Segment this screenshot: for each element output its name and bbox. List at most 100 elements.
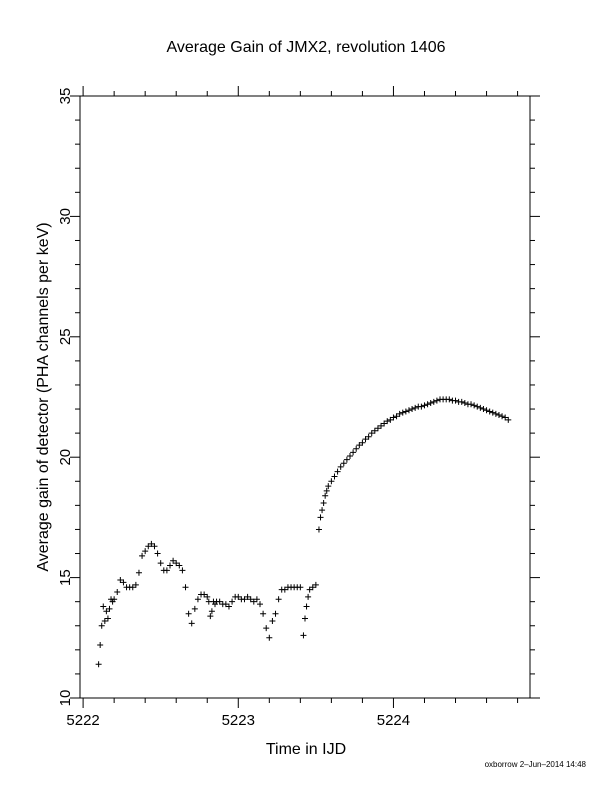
data-point	[204, 593, 211, 600]
data-point	[350, 449, 357, 456]
data-point	[378, 422, 385, 429]
data-point	[306, 586, 313, 593]
data-point	[347, 452, 353, 459]
data-point	[241, 596, 248, 603]
data-point	[384, 418, 391, 425]
data-point	[468, 401, 475, 408]
data-point	[309, 584, 316, 591]
data-point	[188, 620, 195, 627]
data-point	[362, 436, 369, 443]
data-point	[433, 397, 440, 404]
data-point	[502, 414, 509, 421]
y-tick-label: 30	[57, 208, 74, 225]
data-point	[106, 605, 113, 612]
axis-ticks	[70, 86, 540, 708]
data-point	[322, 492, 329, 499]
data-points	[95, 396, 512, 668]
data-point	[396, 410, 403, 417]
data-point	[312, 581, 319, 588]
y-tick-label: 10	[57, 690, 74, 707]
y-tick-label: 15	[57, 569, 74, 586]
data-point	[458, 398, 465, 405]
x-tick-label: 5222	[66, 712, 99, 729]
data-point	[305, 593, 312, 600]
data-point	[250, 598, 257, 605]
data-point	[100, 603, 107, 610]
data-point	[409, 406, 416, 413]
y-tick-label: 25	[57, 328, 74, 345]
data-point	[340, 460, 347, 467]
data-point	[148, 540, 155, 547]
data-point	[303, 603, 310, 610]
data-point	[505, 416, 512, 423]
plot-frame	[79, 95, 531, 699]
data-point	[173, 560, 180, 567]
data-point	[319, 507, 326, 514]
data-point	[452, 397, 459, 404]
data-point	[260, 610, 267, 617]
data-point	[154, 550, 161, 557]
data-point	[474, 403, 481, 410]
data-point	[402, 408, 409, 415]
data-point	[132, 581, 139, 588]
data-point	[405, 407, 412, 414]
data-point	[225, 603, 232, 610]
data-point	[486, 408, 493, 415]
data-point	[129, 584, 136, 591]
data-point	[368, 430, 375, 437]
data-point	[207, 613, 214, 620]
data-point	[142, 548, 149, 555]
x-axis-label: Time in IJD	[266, 741, 346, 758]
data-point	[323, 487, 330, 494]
x-tick-label: 5223	[222, 712, 255, 729]
data-point	[257, 601, 263, 608]
data-point	[461, 400, 468, 407]
data-point	[393, 413, 400, 420]
y-tick-label: 35	[57, 88, 74, 105]
data-point	[315, 526, 322, 533]
data-point	[157, 560, 164, 567]
data-point	[343, 456, 350, 463]
data-point	[216, 598, 223, 605]
data-point	[104, 615, 111, 622]
data-point	[167, 562, 173, 569]
data-point	[489, 409, 496, 416]
data-point	[374, 425, 381, 432]
data-point	[176, 562, 183, 569]
data-point	[163, 567, 170, 574]
data-point	[222, 601, 229, 608]
data-point	[229, 598, 236, 605]
data-point	[390, 414, 397, 421]
data-point	[235, 593, 242, 600]
data-point	[471, 402, 478, 409]
data-point	[281, 586, 288, 593]
data-point	[244, 593, 251, 600]
data-point	[399, 409, 406, 416]
data-point	[269, 617, 276, 624]
data-point	[194, 596, 201, 603]
data-point	[135, 569, 142, 576]
data-point	[424, 401, 431, 408]
data-point	[103, 608, 110, 615]
chart-title: Average Gain of JMX2, revolution 1406	[167, 39, 446, 56]
data-point	[359, 439, 366, 446]
data-point	[328, 478, 335, 485]
data-point	[98, 622, 105, 629]
data-point	[483, 407, 490, 414]
data-point	[272, 610, 279, 617]
data-point	[201, 591, 208, 598]
data-point	[430, 398, 437, 405]
data-point	[179, 567, 186, 574]
data-point	[418, 403, 425, 410]
data-point	[353, 445, 360, 452]
data-point	[208, 608, 215, 615]
data-point	[334, 468, 341, 475]
footer-stamp: oxborrow 2–Jun–2014 14:48	[485, 760, 587, 769]
data-point	[111, 596, 118, 603]
data-point	[365, 433, 372, 440]
data-point	[331, 473, 338, 480]
data-point	[185, 610, 192, 617]
data-point	[120, 579, 127, 586]
data-point	[266, 634, 273, 641]
data-point	[139, 552, 146, 559]
